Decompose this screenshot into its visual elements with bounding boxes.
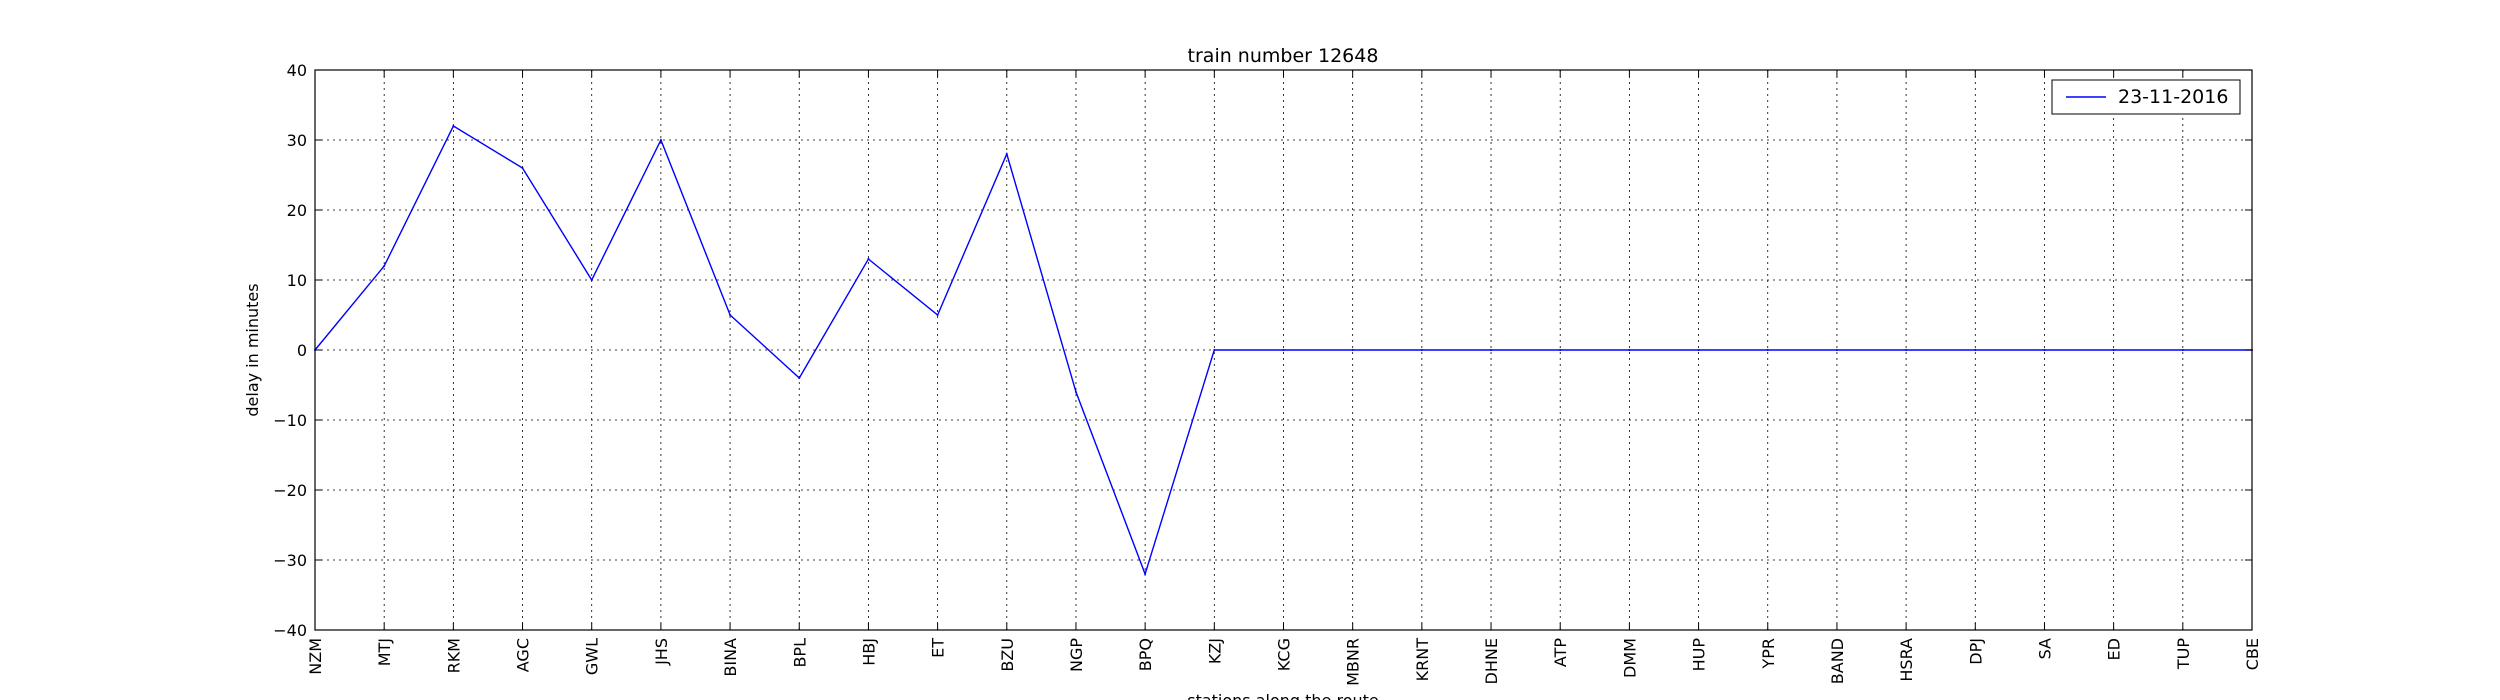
x-tick-label: JHS — [652, 638, 671, 666]
x-tick-label: DMM — [1620, 638, 1639, 678]
data-point — [1835, 349, 1838, 351]
x-tick-label: BPQ — [1136, 638, 1155, 671]
y-tick-label: −40 — [273, 621, 307, 640]
data-point — [521, 167, 524, 169]
data-point — [1766, 349, 1769, 351]
data-point — [1628, 349, 1631, 351]
data-point — [1074, 391, 1077, 393]
x-tick-label: TUP — [2174, 638, 2193, 670]
data-point — [798, 377, 801, 379]
x-tick-label: YPR — [1759, 638, 1778, 670]
data-point — [659, 139, 662, 141]
y-tick-label: 20 — [287, 201, 307, 220]
x-tick-label: RKM — [444, 638, 463, 673]
y-tick-label: 10 — [287, 271, 307, 290]
y-tick-label: 0 — [297, 341, 307, 360]
x-tick-label: HSRA — [1897, 638, 1916, 682]
x-axis-label: stations along the route — [1187, 691, 1379, 700]
data-point — [1282, 349, 1285, 351]
data-point — [729, 314, 732, 316]
legend-label: 23-11-2016 — [2118, 86, 2228, 108]
x-tick-label: SA — [2035, 638, 2054, 659]
x-tick-label: ET — [929, 638, 948, 658]
y-tick-label: −30 — [273, 551, 307, 570]
x-tick-label: DHNE — [1482, 638, 1501, 684]
x-tick-label: BZU — [998, 638, 1017, 672]
x-tick-label: ED — [2105, 638, 2124, 660]
data-point — [1490, 349, 1493, 351]
legend: 23-11-2016 — [2051, 79, 2241, 115]
x-tick-label: KZJ — [1205, 638, 1224, 664]
x-tick-label: MTJ — [375, 638, 394, 666]
y-tick-label: −20 — [273, 481, 307, 500]
data-point — [1213, 349, 1216, 351]
x-tick-label: AGC — [514, 638, 533, 672]
y-tick-label: −10 — [273, 411, 307, 430]
x-tick-label: NZM — [306, 638, 325, 675]
x-tick-label: GWL — [583, 638, 602, 675]
data-point — [1420, 349, 1423, 351]
x-tick-label: MBNR — [1344, 638, 1363, 686]
x-tick-label: CBE — [2243, 638, 2262, 670]
x-tick-label: HUP — [1690, 638, 1709, 672]
x-tick-label: BINA — [721, 638, 740, 677]
data-point — [1697, 349, 1700, 351]
data-point — [2043, 349, 2046, 351]
x-tick-label: KRNT — [1413, 638, 1432, 682]
data-point — [1974, 349, 1977, 351]
x-tick-label: KCG — [1275, 638, 1294, 671]
x-tick-label: NGP — [1067, 638, 1086, 672]
data-point — [867, 258, 870, 260]
x-tick-label: HBJ — [859, 638, 878, 666]
y-tick-label: 40 — [287, 61, 307, 80]
data-point — [1559, 349, 1562, 351]
data-point — [1351, 349, 1354, 351]
data-point — [590, 279, 593, 281]
data-point — [2112, 349, 2115, 351]
data-point — [452, 125, 455, 127]
data-point — [383, 265, 386, 267]
data-point — [2181, 349, 2184, 351]
data-point — [1905, 349, 1908, 351]
y-tick-label: 30 — [287, 131, 307, 150]
x-tick-label: BPL — [790, 638, 809, 668]
data-point — [1144, 573, 1147, 575]
x-tick-label: ATP — [1551, 638, 1570, 667]
data-point — [1005, 153, 1008, 155]
chart-title: train number 12648 — [1188, 45, 1379, 67]
data-point — [936, 314, 939, 316]
x-tick-label: DPJ — [1966, 638, 1985, 665]
x-tick-label: BAND — [1828, 638, 1847, 684]
y-axis-label: delay in minutes — [243, 283, 262, 416]
